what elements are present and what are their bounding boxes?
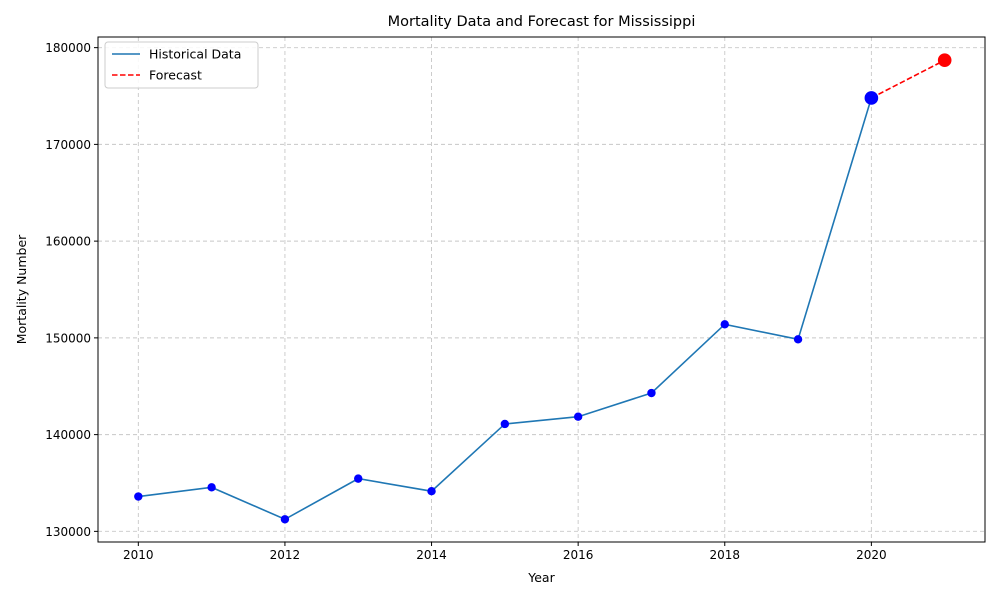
x-tick-label: 2010 [123, 548, 154, 562]
data-points [134, 53, 952, 524]
historical-point [280, 515, 290, 524]
x-tick-label: 2014 [416, 548, 447, 562]
plot-frame [97, 36, 986, 543]
historical-point [354, 474, 363, 483]
legend-label-historical: Historical Data [149, 47, 241, 62]
x-tick-label: 2016 [563, 548, 594, 562]
forecast-line [871, 59, 946, 99]
y-tick-label: 130000 [45, 525, 91, 539]
grid-lines [98, 37, 985, 542]
legend-box [104, 41, 259, 89]
y-tick-label: 160000 [45, 235, 91, 249]
chart-title: Mortality Data and Forecast for Mississi… [388, 14, 696, 30]
forecast-point [937, 53, 952, 68]
x-tick-label: 2020 [856, 548, 887, 562]
y-tick-label: 150000 [45, 331, 91, 345]
historical-point [134, 492, 143, 501]
y-tick-label: 140000 [45, 428, 91, 442]
historical-point [647, 388, 656, 398]
historical-point [207, 483, 216, 492]
x-tick-label: 2012 [270, 548, 301, 562]
legend: Historical Data Forecast [104, 41, 259, 89]
y-tick-label: 170000 [45, 138, 91, 152]
series-lines [138, 59, 946, 521]
historical-point [720, 320, 729, 329]
historical-point [427, 487, 436, 496]
x-tick-label: 2018 [709, 548, 740, 562]
historical-line [138, 97, 873, 521]
axis-ticks: 2010 2012 2014 2016 2018 2020 130000 140000 1500… [45, 41, 886, 562]
y-axis-label: Mortality Number [14, 234, 29, 344]
historical-point [500, 419, 510, 429]
x-axis-label: Year [527, 570, 555, 585]
latest-historical-point [864, 91, 879, 105]
historical-point [793, 335, 803, 344]
y-tick-label: 180000 [45, 41, 91, 55]
historical-point [573, 412, 583, 421]
legend-label-forecast: Forecast [149, 68, 202, 83]
